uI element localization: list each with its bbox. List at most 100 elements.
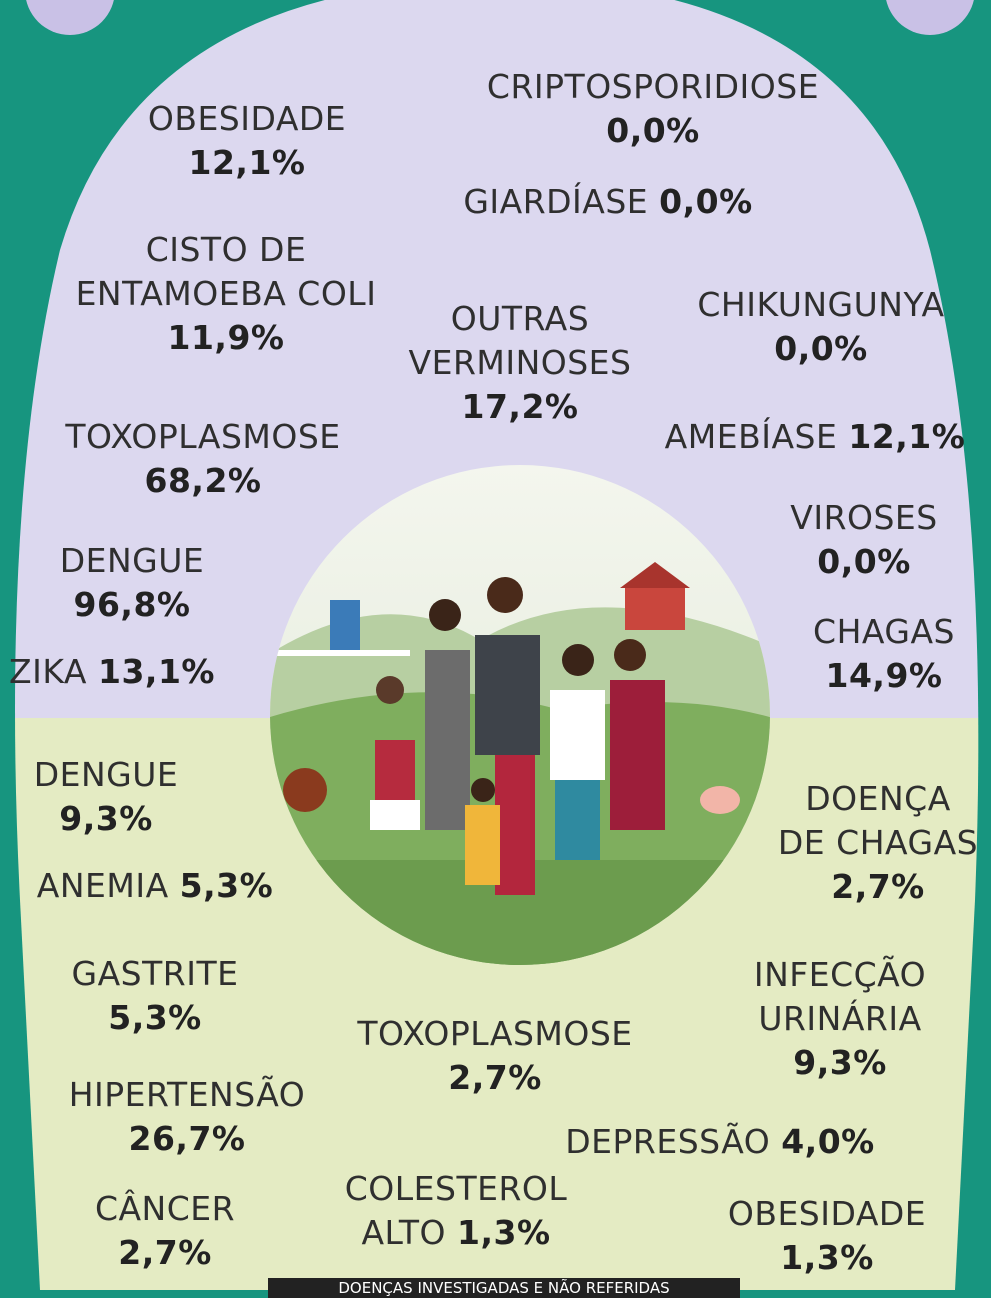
disease-item: CÂNCER 2,7% bbox=[95, 1187, 235, 1275]
disease-line: 96,8% bbox=[60, 583, 205, 627]
disease-item: CHAGAS 14,9% bbox=[813, 610, 955, 698]
disease-percent: 12,1% bbox=[189, 143, 306, 182]
disease-line: DENGUE bbox=[60, 539, 205, 583]
disease-line: VIROSES bbox=[790, 496, 937, 540]
disease-percent: 17,2% bbox=[462, 387, 579, 426]
disease-percent: 0,0% bbox=[817, 542, 911, 581]
disease-line: INFECÇÃO bbox=[754, 953, 926, 997]
disease-name: GASTRITE bbox=[72, 954, 239, 993]
disease-name: INFECÇÃO bbox=[754, 955, 926, 994]
disease-item: ZIKA 13,1% bbox=[9, 650, 215, 694]
disease-percent: 14,9% bbox=[825, 656, 942, 695]
disease-line: COLESTEROL bbox=[345, 1167, 568, 1211]
disease-percent: 2,7% bbox=[448, 1058, 542, 1097]
disease-line: ZIKA 13,1% bbox=[9, 650, 215, 694]
disease-line: 2,7% bbox=[778, 865, 978, 909]
footer: DOENÇAS INVESTIGADAS E NÃO REFERIDAS bbox=[268, 1278, 740, 1298]
disease-line: 14,9% bbox=[813, 654, 955, 698]
disease-line: DE CHAGAS bbox=[778, 821, 978, 865]
disease-line: 17,2% bbox=[409, 385, 632, 429]
disease-name: CRIPTOSPORIDIOSE bbox=[487, 67, 819, 106]
disease-name: COLESTEROL bbox=[345, 1169, 568, 1208]
disease-line: 26,7% bbox=[69, 1117, 306, 1161]
disease-line: AMEBÍASE 12,1% bbox=[665, 415, 966, 459]
disease-percent: 0,0% bbox=[659, 182, 753, 221]
disease-item: DOENÇA DE CHAGAS 2,7% bbox=[778, 777, 978, 909]
disease-line: OUTRAS bbox=[409, 297, 632, 341]
disease-line: DOENÇA bbox=[778, 777, 978, 821]
disease-line: HIPERTENSÃO bbox=[69, 1073, 306, 1117]
disease-item: INFECÇÃO URINÁRIA 9,3% bbox=[754, 953, 926, 1085]
disease-name: ENTAMOEBA COLI bbox=[76, 274, 377, 313]
disease-name: URINÁRIA bbox=[758, 999, 921, 1038]
disease-item: AMEBÍASE 12,1% bbox=[665, 415, 966, 459]
disease-percent: 12,1% bbox=[848, 417, 965, 456]
disease-percent: 13,1% bbox=[98, 652, 215, 691]
disease-name: DOENÇA bbox=[805, 779, 951, 818]
disease-percent: 96,8% bbox=[74, 585, 191, 624]
disease-name: HIPERTENSÃO bbox=[69, 1075, 306, 1114]
disease-item: GIARDÍASE 0,0% bbox=[463, 180, 752, 224]
disease-item: TOXOPLASMOSE2,7% bbox=[357, 1012, 632, 1100]
disease-line: TOXOPLASMOSE bbox=[65, 415, 340, 459]
disease-line: 2,7% bbox=[95, 1231, 235, 1275]
disease-percent: 0,0% bbox=[774, 329, 868, 368]
disease-name: DENGUE bbox=[60, 541, 205, 580]
disease-item: ANEMIA 5,3% bbox=[37, 864, 273, 908]
disease-name: CHAGAS bbox=[813, 612, 955, 651]
disease-line: CHIKUNGUNYA bbox=[697, 283, 944, 327]
disease-percent: 9,3% bbox=[793, 1043, 887, 1082]
disease-name: GIARDÍASE bbox=[463, 182, 648, 221]
disease-item: VIROSES 0,0% bbox=[790, 496, 937, 584]
disease-line: 9,3% bbox=[34, 797, 179, 841]
disease-percent: 4,0% bbox=[781, 1122, 875, 1161]
disease-item: TOXOPLASMOSE 68,2% bbox=[65, 415, 340, 503]
disease-line: DENGUE bbox=[34, 753, 179, 797]
disease-item: CHIKUNGUNYA 0,0% bbox=[697, 283, 944, 371]
disease-item: DENGUE9,3% bbox=[34, 753, 179, 841]
disease-line: CISTO DE bbox=[76, 228, 377, 272]
disease-percent: 2,7% bbox=[831, 867, 925, 906]
disease-name: AMEBÍASE bbox=[665, 417, 838, 456]
disease-line: OBESIDADE bbox=[728, 1192, 926, 1236]
disease-name: CÂNCER bbox=[95, 1189, 235, 1228]
disease-percent: 26,7% bbox=[129, 1119, 246, 1158]
disease-line: 5,3% bbox=[72, 996, 239, 1040]
disease-line: CÂNCER bbox=[95, 1187, 235, 1231]
disease-percent: 0,0% bbox=[606, 111, 700, 150]
disease-name: TOXOPLASMOSE bbox=[65, 417, 340, 456]
disease-name: CHIKUNGUNYA bbox=[697, 285, 944, 324]
disease-name: CISTO DE bbox=[146, 230, 307, 269]
disease-name: OBESIDADE bbox=[728, 1194, 926, 1233]
disease-name: OUTRAS bbox=[451, 299, 589, 338]
disease-percent: 9,3% bbox=[59, 799, 153, 838]
disease-line: 0,0% bbox=[487, 109, 819, 153]
disease-item: DEPRESSÃO 4,0% bbox=[565, 1120, 874, 1164]
disease-line: URINÁRIA bbox=[754, 997, 926, 1041]
disease-line: DEPRESSÃO 4,0% bbox=[565, 1120, 874, 1164]
page: DOENÇAS INVESTIGADAS E NÃO REFERIDAS (()… bbox=[0, 0, 991, 1290]
disease-line: CHAGAS bbox=[813, 610, 955, 654]
disease-name: DEPRESSÃO bbox=[565, 1122, 770, 1161]
disease-line: ANEMIA 5,3% bbox=[37, 864, 273, 908]
disease-name: ZIKA bbox=[9, 652, 87, 691]
disease-percent: 68,2% bbox=[145, 461, 262, 500]
disease-percent: 2,7% bbox=[118, 1233, 212, 1272]
disease-item: DENGUE 96,8% bbox=[60, 539, 205, 627]
disease-name: VERMINOSES bbox=[409, 343, 632, 382]
disease-line: CRIPTOSPORIDIOSE bbox=[487, 65, 819, 109]
disease-name: OBESIDADE bbox=[148, 99, 346, 138]
disease-line: 68,2% bbox=[65, 459, 340, 503]
disease-line: GIARDÍASE 0,0% bbox=[463, 180, 752, 224]
disease-line: VERMINOSES bbox=[409, 341, 632, 385]
disease-name: VIROSES bbox=[790, 498, 937, 537]
disease-name: DE CHAGAS bbox=[778, 823, 978, 862]
disease-line: 1,3% bbox=[728, 1236, 926, 1280]
disease-item: CRIPTOSPORIDIOSE 0,0% bbox=[487, 65, 819, 153]
disease-line: ALTO 1,3% bbox=[345, 1211, 568, 1255]
disease-item: HIPERTENSÃO 26,7% bbox=[69, 1073, 306, 1161]
